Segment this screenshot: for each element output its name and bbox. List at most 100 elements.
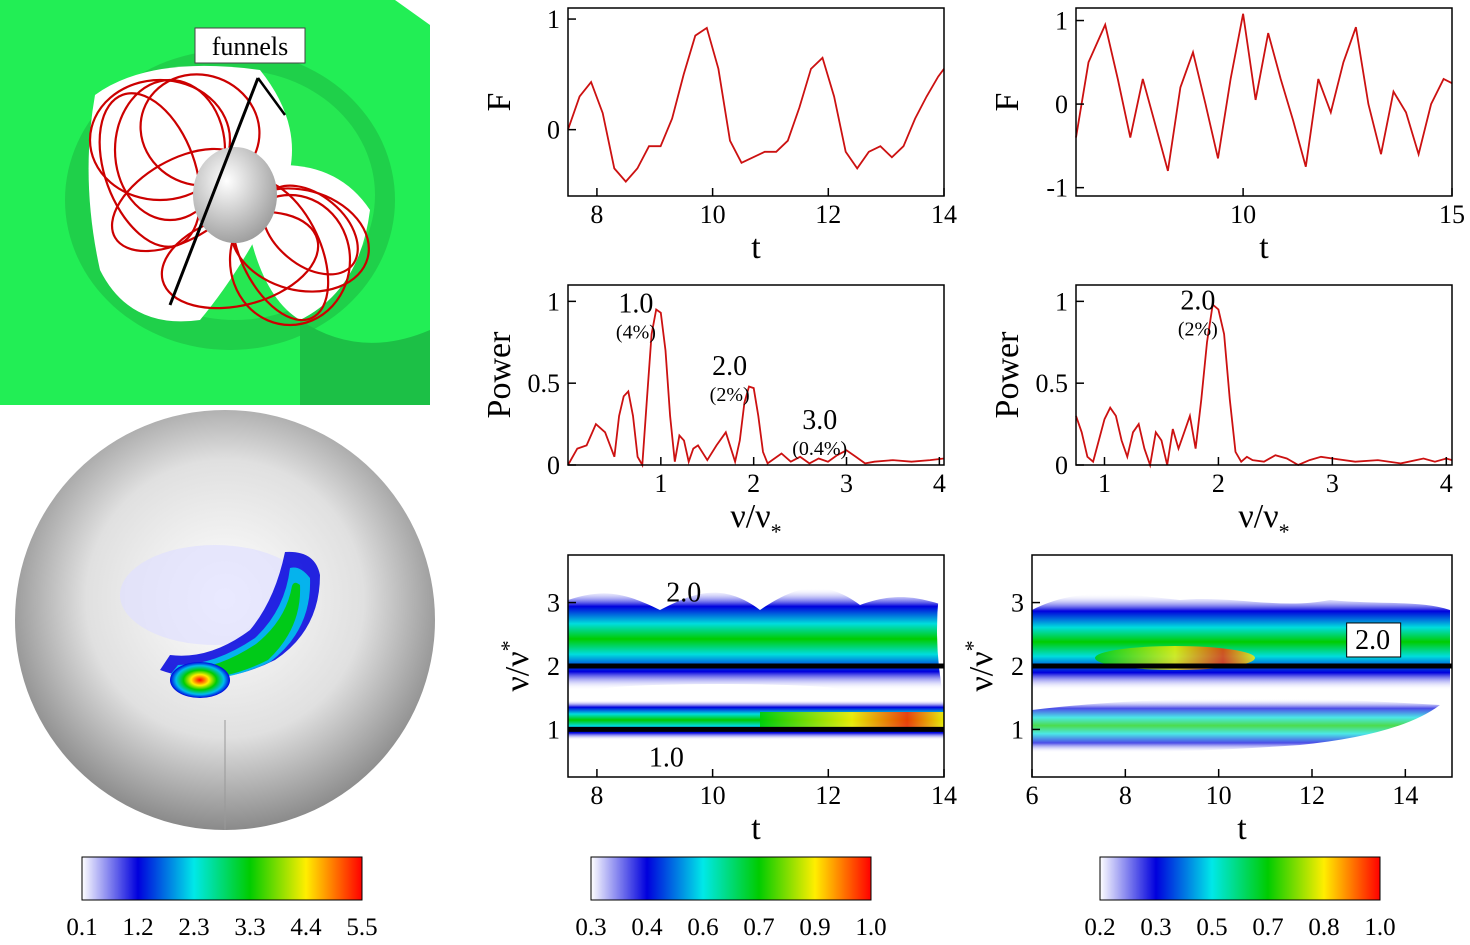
power-right-xlabel: ν/ν*: [1238, 498, 1289, 544]
star: [193, 147, 277, 243]
colorbar-2-tick: 0.6: [687, 914, 718, 941]
colorbar-3-tick: 0.3: [1140, 914, 1171, 941]
flux-right-ytick-label: -1: [1046, 174, 1068, 203]
axis-line: [168, 77, 260, 306]
disk-fold: [300, 320, 430, 405]
wavelet-right-xtick-label: 10: [1206, 781, 1232, 810]
wavelet-right-xtick-label: 8: [1119, 781, 1132, 810]
funnels-label: funnels: [212, 32, 289, 61]
power-left-series-line: [567, 307, 945, 469]
power-left-frame: [567, 284, 945, 466]
wavelet-left-field: [568, 560, 944, 740]
colorbar-3: 0.2 0.3 0.5 0.7 0.8 1.0: [1084, 856, 1396, 941]
colorbar-2-tick: 0.3: [575, 914, 606, 941]
power-right-xlabel-sub: *: [1279, 519, 1290, 544]
flux-right-xlabel: t: [1259, 229, 1269, 266]
wavelet-left-ytick-label: 3: [547, 589, 560, 618]
power-right-ytick-label: 1: [1055, 287, 1068, 316]
power-left-peak-percent: (4%): [616, 322, 656, 344]
colorbar-1-tick: 5.5: [346, 914, 377, 941]
power-right-xtick-label: 2: [1212, 469, 1225, 498]
power-left-xtick-label: 4: [933, 469, 946, 498]
power-left-xtick-label: 2: [747, 469, 760, 498]
power-left-xlabel: ν/ν*: [730, 498, 781, 544]
colorbar-2-tick: 0.7: [743, 914, 774, 941]
wavelet-right-xtick-label: 14: [1392, 781, 1418, 810]
colorbar-3-tick: 0.7: [1252, 914, 1283, 941]
funnels-label-box: [194, 27, 306, 64]
flux-right-ytick-label: 1: [1055, 7, 1068, 36]
power-right-ytick-label: 0: [1055, 451, 1068, 480]
wavelet-right-label-box: [1346, 622, 1402, 658]
funnel-scene: funnels: [0, 0, 430, 405]
wavelet-left-xtick-label: 14: [931, 781, 957, 810]
wavelet-left-gap: [600, 684, 840, 696]
flux-left-frame: [567, 7, 945, 197]
colorbar-1-tick: 2.3: [178, 914, 209, 941]
power-left-peak-label: 3.0: [802, 405, 837, 436]
power-left-xtick-label: 1: [654, 469, 667, 498]
wavelet-left-ylabel-sub: *: [496, 640, 521, 651]
flux-right-ylabel: F: [989, 93, 1026, 112]
power-right-frame: [1075, 284, 1453, 466]
power-left-xtick-label: 3: [840, 469, 853, 498]
wavelet-right-ytick-label: 3: [1011, 589, 1024, 618]
colorbar-3-tick: 1.0: [1364, 914, 1395, 941]
power-left-peak-label: 1.0: [618, 289, 653, 320]
hotspot-peak: [170, 662, 230, 698]
wavelet-left-ytick-label: 1: [547, 715, 560, 744]
power-right-peak-percent: (2%): [1178, 318, 1218, 340]
wavelet-left-ytick-label: 2: [547, 652, 560, 681]
flux-left-xtick-label: 12: [815, 200, 841, 229]
flux-right-plot: 10 15 -1 0 1 t F: [989, 7, 1465, 266]
colorbar-1-tick: 1.2: [122, 914, 153, 941]
wavelet-right-ytick-label: 2: [1011, 652, 1024, 681]
flux-left-series-line: [567, 26, 945, 183]
colorbar-2-tick: 0.9: [799, 914, 830, 941]
wavelet-right-ylabel: ν/ν*: [960, 640, 1000, 691]
wavelet-right-ylabel-sub: *: [960, 640, 985, 651]
power-left-ylabel: Power: [481, 331, 518, 419]
colorbar-3-tick: 0.5: [1196, 914, 1227, 941]
hotspot-arc-inner: [180, 582, 301, 678]
flux-left-ylabel: F: [481, 93, 518, 112]
flux-right-series-line: [1075, 13, 1453, 172]
flux-left-ytick-label: 0: [547, 116, 560, 145]
field-lines: [88, 73, 370, 327]
axis-line-hook: [256, 77, 287, 116]
colorbar-2-tick: 0.4: [631, 914, 663, 941]
power-right-plot: 1 2 3 4 0 0.5 1 ν/ν* Power 2.0(2%): [989, 284, 1453, 544]
flux-left-xlabel: t: [751, 229, 761, 266]
flux-left-xtick-label: 14: [931, 200, 957, 229]
wavelet-left-hot-strip: [760, 712, 944, 728]
power-left-ytick-label: 0: [547, 451, 560, 480]
wavelet-left-band-label: 1.0: [649, 742, 684, 773]
flux-left-xtick-label: 8: [590, 200, 603, 229]
flux-left-plot: 8 10 12 14 0 1 t F: [481, 5, 957, 266]
colorbar-3-gradient: [1099, 856, 1381, 901]
colorbar-2-tick: 1.0: [855, 914, 886, 941]
power-left-peak-percent: (0.4%): [792, 438, 847, 460]
flux-right-xtick-label: 15: [1439, 200, 1465, 229]
flux-right-ytick-label: 0: [1055, 90, 1068, 119]
power-right-xtick-label: 1: [1098, 469, 1111, 498]
wavelet-right-xtick-label: 6: [1026, 781, 1039, 810]
colorbar-1-tick: 3.3: [234, 914, 265, 941]
wavelet-right-field: [1032, 593, 1450, 753]
power-left-xlabel-sub: *: [771, 519, 782, 544]
flux-right-xtick-label: 10: [1230, 200, 1256, 229]
star-surface-map: [15, 410, 435, 830]
colorbar-3-tick: 0.8: [1308, 914, 1339, 941]
wavelet-left-xtick-label: 10: [700, 781, 726, 810]
power-left-peak-label: 2.0: [712, 351, 747, 382]
power-right-ylabel: Power: [989, 331, 1026, 419]
wavelet-left-xtick-label: 8: [590, 781, 603, 810]
wavelet-left-ylabel: ν/ν*: [496, 640, 536, 691]
colorbar-1-gradient: [81, 856, 363, 901]
power-left-ytick-label: 1: [547, 287, 560, 316]
wavelet-left-xlabel: t: [751, 810, 761, 847]
